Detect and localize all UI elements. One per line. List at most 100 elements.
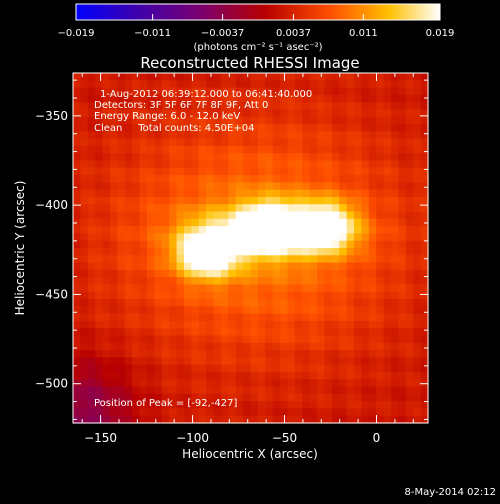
heatmap-cell bbox=[302, 371, 311, 380]
heatmap-cell bbox=[95, 204, 104, 213]
heatmap-cell bbox=[176, 255, 185, 264]
heatmap-cell bbox=[132, 393, 141, 402]
heatmap-cell bbox=[117, 204, 126, 213]
heatmap-cell bbox=[317, 277, 326, 286]
heatmap-cell bbox=[95, 401, 104, 410]
heatmap-cell bbox=[354, 175, 363, 183]
heatmap-cell bbox=[154, 364, 163, 373]
heatmap-cell bbox=[228, 218, 237, 227]
heatmap-cell bbox=[146, 350, 155, 358]
heatmap-cell bbox=[132, 306, 141, 315]
heatmap-cell bbox=[280, 204, 289, 213]
heatmap-cell bbox=[87, 211, 96, 220]
heatmap-cell bbox=[257, 255, 266, 264]
heatmap-cell bbox=[280, 269, 289, 278]
heatmap-cell bbox=[376, 320, 385, 329]
heatmap-cell bbox=[309, 116, 318, 125]
heatmap-cell bbox=[354, 80, 363, 89]
heatmap-cell bbox=[124, 218, 133, 227]
heatmap-cell bbox=[331, 379, 340, 388]
heatmap-cell bbox=[368, 87, 377, 96]
heatmap-cell bbox=[346, 277, 355, 286]
heatmap-cell bbox=[80, 145, 89, 154]
heatmap-cell bbox=[124, 87, 133, 96]
heatmap-cell bbox=[272, 145, 281, 154]
heatmap-cell bbox=[368, 284, 377, 293]
heatmap-cell bbox=[324, 393, 333, 402]
heatmap-cell bbox=[132, 335, 141, 344]
heatmap-cell bbox=[235, 291, 244, 300]
heatmap-cell bbox=[302, 87, 311, 96]
heatmap-cell bbox=[339, 408, 348, 417]
heatmap-cell bbox=[309, 313, 318, 322]
heatmap-cell bbox=[102, 393, 111, 402]
heatmap-cell bbox=[309, 350, 318, 358]
heatmap-cell bbox=[228, 87, 237, 96]
heatmap-cell bbox=[206, 269, 215, 278]
heatmap-cell bbox=[109, 284, 118, 293]
heatmap-cell bbox=[117, 393, 126, 402]
colorbar bbox=[75, 3, 441, 21]
heatmap-cell bbox=[228, 313, 237, 322]
heatmap-cell bbox=[87, 145, 96, 154]
heatmap-cell bbox=[154, 299, 163, 307]
heatmap-cell bbox=[198, 262, 207, 271]
heatmap-cell bbox=[309, 371, 318, 380]
heatmap-cell bbox=[183, 167, 192, 176]
heatmap-cell bbox=[257, 189, 266, 198]
heatmap-cell bbox=[80, 357, 89, 366]
heatmap-cell bbox=[73, 102, 81, 111]
heatmap-cell bbox=[191, 335, 200, 344]
heatmap-cell bbox=[339, 328, 348, 337]
heatmap-cell bbox=[206, 167, 215, 176]
heatmap-cell bbox=[146, 320, 155, 329]
heatmap-cell bbox=[102, 415, 111, 424]
heatmap-cell bbox=[95, 299, 104, 307]
heatmap-cell bbox=[331, 211, 340, 220]
heatmap-cell bbox=[309, 248, 318, 256]
heatmap-cell bbox=[206, 415, 215, 424]
heatmap-cell bbox=[169, 364, 178, 373]
heatmap-cell bbox=[420, 379, 429, 388]
heatmap-cell bbox=[80, 350, 89, 358]
heatmap-cell bbox=[124, 138, 133, 147]
heatmap-cell bbox=[95, 306, 104, 315]
heatmap-cell bbox=[235, 342, 244, 351]
heatmap-cell bbox=[87, 262, 96, 271]
heatmap-cell bbox=[280, 182, 289, 191]
heatmap-cell bbox=[317, 401, 326, 410]
heatmap-cell bbox=[420, 240, 429, 249]
heatmap-cell bbox=[391, 386, 400, 395]
heatmap-cell bbox=[102, 182, 111, 191]
heatmap-cell bbox=[220, 320, 229, 329]
heatmap-cell bbox=[124, 415, 133, 424]
heatmap-cell bbox=[235, 196, 244, 205]
heatmap-cell bbox=[198, 109, 207, 118]
heatmap-cell bbox=[124, 94, 133, 103]
heatmap-cell bbox=[272, 386, 281, 395]
heatmap-cell bbox=[317, 131, 326, 140]
heatmap-cell bbox=[317, 124, 326, 132]
heatmap-cell bbox=[169, 328, 178, 337]
heatmap-cell bbox=[309, 255, 318, 264]
heatmap-cell bbox=[331, 226, 340, 235]
heatmap-cell bbox=[183, 371, 192, 380]
heatmap-cell bbox=[206, 328, 215, 337]
heatmap-cell bbox=[95, 131, 104, 140]
heatmap-cell bbox=[265, 284, 274, 293]
heatmap-cell bbox=[213, 401, 222, 410]
heatmap-cell bbox=[228, 167, 237, 176]
heatmap-cell bbox=[294, 116, 303, 125]
heatmap-cell bbox=[324, 94, 333, 103]
heatmap-cell bbox=[354, 218, 363, 227]
heatmap-cell bbox=[339, 189, 348, 198]
heatmap-cell bbox=[302, 306, 311, 315]
heatmap-cell bbox=[294, 350, 303, 358]
heatmap-cell bbox=[109, 182, 118, 191]
heatmap-cell bbox=[331, 240, 340, 249]
heatmap-cell bbox=[324, 277, 333, 286]
heatmap-cell bbox=[257, 306, 266, 315]
heatmap-cell bbox=[243, 87, 252, 96]
heatmap-cell bbox=[73, 328, 81, 337]
heatmap-cell bbox=[317, 87, 326, 96]
